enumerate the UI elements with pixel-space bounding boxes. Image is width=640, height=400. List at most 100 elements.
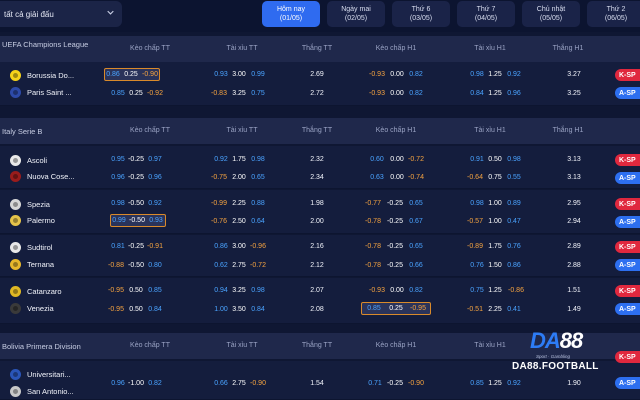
odds-overunder-h1[interactable]: 0.91 0.50 0.98 bbox=[469, 153, 523, 166]
odds-overunder-h1[interactable]: 0.98 1.00 0.89 bbox=[469, 197, 523, 210]
home-team[interactable]: Spezia bbox=[10, 197, 102, 211]
odds-handicap-ft[interactable]: 0.96 -0.25 0.96 bbox=[110, 171, 164, 184]
odds-handicap-h1[interactable]: 0.60 0.00 -0.72 bbox=[367, 153, 425, 166]
away-team[interactable]: Nuova Cose... bbox=[10, 169, 102, 183]
odds-handicap-h1[interactable]: -0.78 -0.25 0.65 bbox=[363, 240, 425, 253]
odds-overunder-ft[interactable]: -0.76 2.50 0.64 bbox=[209, 215, 267, 228]
k-sport-button[interactable]: K-SP bbox=[615, 198, 640, 210]
odds-win-ft[interactable]: 2.12 bbox=[310, 262, 324, 269]
odds-win-h1[interactable]: 3.13 bbox=[567, 174, 581, 181]
odds-handicap-h1[interactable]: -0.78 -0.25 0.66 bbox=[363, 259, 425, 272]
odds-handicap-ft[interactable]: 0.85 0.25 -0.92 bbox=[110, 87, 164, 100]
odds-win-ft[interactable]: 2.07 bbox=[310, 287, 324, 294]
odds-overunder-ft[interactable]: -0.75 2.00 0.65 bbox=[209, 171, 267, 184]
odds-overunder-ft[interactable]: 0.93 3.00 0.99 bbox=[213, 68, 267, 81]
odds-win-h1[interactable]: 2.89 bbox=[567, 243, 581, 250]
odds-handicap-ft[interactable]: -0.95 0.50 0.84 bbox=[106, 303, 164, 316]
team-name: Venezia bbox=[27, 303, 54, 313]
odds-handicap-h1[interactable]: 0.63 0.00 -0.74 bbox=[367, 171, 425, 184]
odds-win-ft[interactable]: 2.69 bbox=[310, 71, 324, 78]
a-sport-button[interactable]: A-SP bbox=[615, 303, 640, 315]
odds-overunder-ft[interactable]: 0.66 2.75 -0.90 bbox=[213, 377, 267, 390]
odds-win-ft[interactable]: 2.72 bbox=[310, 90, 324, 97]
odds-handicap-h1[interactable]: -0.93 0.00 0.82 bbox=[367, 284, 425, 297]
odds-value: -0.95 bbox=[108, 287, 124, 294]
odds-overunder-ft[interactable]: 0.92 1.75 0.98 bbox=[213, 153, 267, 166]
tab-friday[interactable]: Thứ 6 (03/05) bbox=[392, 1, 450, 27]
odds-handicap-ft[interactable]: 0.99 -0.50 0.93 bbox=[110, 214, 166, 227]
home-team[interactable]: Borussia Do... bbox=[10, 68, 102, 82]
odds-handicap-ft[interactable]: -0.88 -0.50 0.80 bbox=[106, 259, 164, 272]
odds-overunder-h1[interactable]: -0.89 1.75 0.76 bbox=[465, 240, 523, 253]
away-team[interactable]: San Antonio... bbox=[10, 384, 102, 398]
odds-overunder-ft[interactable]: -0.83 3.25 0.75 bbox=[209, 87, 267, 100]
odds-handicap-h1[interactable]: -0.78 -0.25 0.67 bbox=[363, 215, 425, 228]
odds-overunder-h1[interactable]: 0.85 1.25 0.92 bbox=[469, 377, 523, 390]
odds-win-ft[interactable]: 2.08 bbox=[310, 306, 324, 313]
odds-win-ft[interactable]: 1.98 bbox=[310, 200, 324, 207]
a-sport-button[interactable]: A-SP bbox=[615, 172, 640, 184]
odds-handicap-ft[interactable]: 0.98 -0.50 0.92 bbox=[110, 197, 164, 210]
odds-win-ft[interactable]: 1.54 bbox=[310, 380, 324, 387]
a-sport-button[interactable]: A-SP bbox=[615, 377, 640, 389]
odds-overunder-ft[interactable]: 0.94 3.25 0.98 bbox=[213, 284, 267, 297]
tab-sunday[interactable]: Chủ nhật (05/05) bbox=[522, 1, 580, 27]
odds-win-ft[interactable]: 2.34 bbox=[310, 174, 324, 181]
league-filter-select[interactable]: tất cả giải đấu bbox=[0, 1, 122, 27]
tab-saturday[interactable]: Thứ 7 (04/05) bbox=[457, 1, 515, 27]
k-sport-button[interactable]: K-SP bbox=[615, 241, 640, 253]
odds-win-h1[interactable]: 1.49 bbox=[567, 306, 581, 313]
odds-handicap-ft[interactable]: 0.96 -1.00 0.82 bbox=[110, 377, 164, 390]
away-team[interactable]: Palermo bbox=[10, 213, 102, 227]
odds-win-h1[interactable]: 1.90 bbox=[567, 380, 581, 387]
odds-win-ft[interactable]: 2.32 bbox=[310, 156, 324, 163]
odds-overunder-h1[interactable]: 0.76 1.50 0.86 bbox=[469, 259, 523, 272]
odds-overunder-ft[interactable]: 0.62 2.75 -0.72 bbox=[213, 259, 267, 272]
odds-overunder-h1[interactable]: 0.98 1.25 0.92 bbox=[469, 68, 523, 81]
a-sport-button[interactable]: A-SP bbox=[615, 87, 640, 99]
odds-win-h1[interactable]: 3.27 bbox=[567, 71, 581, 78]
odds-handicap-h1[interactable]: 0.85 0.25 -0.95 bbox=[361, 302, 431, 315]
k-sport-button[interactable]: K-SP bbox=[615, 69, 640, 81]
home-team[interactable]: Universitari... bbox=[10, 367, 102, 381]
k-sport-button[interactable]: K-SP bbox=[615, 351, 640, 363]
odds-value: -0.95 bbox=[108, 306, 124, 313]
away-team[interactable]: Ternana bbox=[10, 257, 102, 271]
away-team[interactable]: Paris Saint ... bbox=[10, 85, 102, 99]
odds-handicap-h1[interactable]: 0.71 -0.25 -0.90 bbox=[367, 377, 425, 390]
a-sport-button[interactable]: A-SP bbox=[615, 259, 640, 271]
odds-win-ft[interactable]: 2.00 bbox=[310, 218, 324, 225]
odds-overunder-h1[interactable]: 0.84 1.25 0.96 bbox=[469, 87, 523, 100]
odds-overunder-h1[interactable]: -0.57 1.00 0.47 bbox=[465, 215, 523, 228]
odds-overunder-ft[interactable]: 0.86 3.00 -0.96 bbox=[213, 240, 267, 253]
odds-handicap-h1[interactable]: -0.77 -0.25 0.65 bbox=[363, 197, 425, 210]
k-sport-button[interactable]: K-SP bbox=[615, 154, 640, 166]
a-sport-button[interactable]: A-SP bbox=[615, 216, 640, 228]
home-team[interactable]: Sudtirol bbox=[10, 240, 102, 254]
away-team[interactable]: Venezia bbox=[10, 301, 102, 315]
home-team[interactable]: Catanzaro bbox=[10, 284, 102, 298]
home-team[interactable]: Ascoli bbox=[10, 153, 102, 167]
odds-handicap-ft[interactable]: -0.95 0.50 0.85 bbox=[106, 284, 164, 297]
tab-monday[interactable]: Thứ 2 (06/05) bbox=[587, 1, 640, 27]
tab-today[interactable]: Hôm nay (01/05) bbox=[262, 1, 320, 27]
odds-handicap-ft[interactable]: 0.81 -0.25 -0.91 bbox=[110, 240, 164, 253]
odds-win-h1[interactable]: 2.88 bbox=[567, 262, 581, 269]
odds-overunder-ft[interactable]: -0.99 2.25 0.88 bbox=[209, 197, 267, 210]
odds-overunder-ft[interactable]: 1.00 3.50 0.84 bbox=[213, 303, 267, 316]
odds-win-h1[interactable]: 3.25 bbox=[567, 90, 581, 97]
tab-tomorrow[interactable]: Ngày mai (02/05) bbox=[327, 1, 385, 27]
odds-handicap-ft[interactable]: 0.95 -0.25 0.97 bbox=[110, 153, 164, 166]
odds-win-ft[interactable]: 2.16 bbox=[310, 243, 324, 250]
odds-overunder-h1[interactable]: -0.51 2.25 0.41 bbox=[465, 303, 523, 316]
k-sport-button[interactable]: K-SP bbox=[615, 285, 640, 297]
odds-win-h1[interactable]: 3.13 bbox=[567, 156, 581, 163]
odds-overunder-h1[interactable]: 0.75 1.25 -0.86 bbox=[469, 284, 527, 297]
odds-win-h1[interactable]: 2.94 bbox=[567, 218, 581, 225]
odds-win-h1[interactable]: 1.51 bbox=[567, 287, 581, 294]
odds-handicap-h1[interactable]: -0.93 0.00 0.82 bbox=[367, 68, 425, 81]
odds-win-h1[interactable]: 2.95 bbox=[567, 200, 581, 207]
odds-handicap-h1[interactable]: -0.93 0.00 0.82 bbox=[367, 87, 425, 100]
odds-overunder-h1[interactable]: -0.64 0.75 0.55 bbox=[465, 171, 523, 184]
odds-handicap-ft[interactable]: 0.86 0.25 -0.90 bbox=[104, 68, 160, 81]
